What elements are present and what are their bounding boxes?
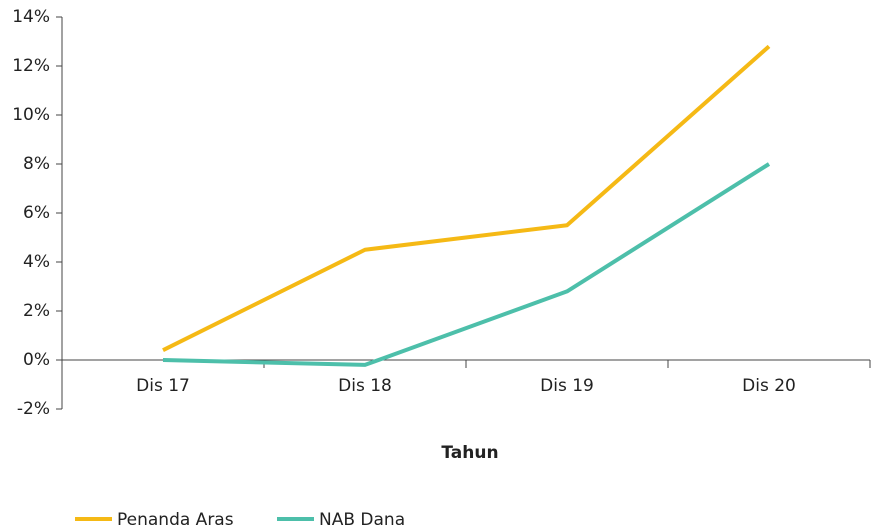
y-tick-label: -2% xyxy=(17,399,50,419)
y-tick-label: 2% xyxy=(23,301,50,321)
line-series xyxy=(162,44,771,352)
x-tick-label: Dis 18 xyxy=(338,376,392,396)
x-tick-label: Dis 17 xyxy=(136,376,190,396)
y-tick-label: 10% xyxy=(12,105,50,125)
x-axis-title: Tahun xyxy=(441,443,498,463)
y-tick-label: 12% xyxy=(12,56,50,76)
x-tick-label: Dis 20 xyxy=(742,376,796,396)
legend-label: NAB Dana xyxy=(319,510,405,530)
y-tick-label: 4% xyxy=(23,252,50,272)
line-series xyxy=(162,162,771,367)
x-tick-label: Dis 19 xyxy=(540,376,594,396)
y-tick-label: 8% xyxy=(23,154,50,174)
y-tick-label: 0% xyxy=(23,350,50,370)
legend-label: Penanda Aras xyxy=(117,510,234,530)
y-tick-label: 6% xyxy=(23,203,50,223)
y-tick-label: 14% xyxy=(12,7,50,27)
